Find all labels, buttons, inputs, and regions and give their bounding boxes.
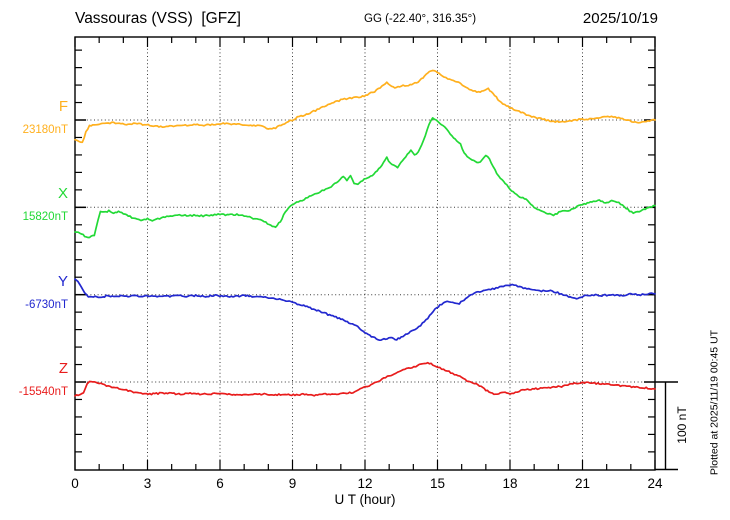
plotted-at-timestamp: Plotted at 2025/11/19 00:45 UT	[708, 329, 721, 476]
x-tick-label-0: 0	[71, 476, 79, 491]
geographic-coordinates: GG (-22.40°, 316.35°)	[364, 13, 477, 25]
x-tick-label-18: 18	[502, 476, 518, 491]
plot-border	[74, 36, 656, 471]
x-tick-label-6: 6	[216, 476, 224, 491]
plot-date: 2025/10/19	[582, 10, 658, 27]
x-tick-label-24: 24	[647, 476, 663, 491]
trace-X	[74, 117, 656, 239]
channel-baseline-value-X: 15820nT	[22, 211, 68, 224]
x-tick-label-3: 3	[143, 476, 152, 491]
channel-baseline-value-Z: -15540nT	[18, 386, 68, 398]
trace-Y	[74, 278, 656, 342]
trace-F	[74, 69, 656, 144]
channel-letter-Z: Z	[58, 360, 68, 377]
channel-letter-Y: Y	[57, 272, 68, 290]
channel-letter-X: X	[57, 185, 68, 203]
trace-Z	[74, 361, 656, 397]
x-axis-label: U T (hour)	[334, 492, 396, 507]
channel-label-Y: Y -6730nT	[6, 273, 68, 312]
x-tick-label-21: 21	[574, 476, 591, 491]
scale-bar-label: 100 nT	[675, 406, 689, 444]
x-tick-label-12: 12	[357, 476, 373, 491]
channel-label-X: X 15820nT	[6, 185, 68, 224]
channel-label-F: F 23180nT	[6, 98, 68, 137]
x-tick-label-15: 15	[429, 476, 446, 491]
channel-letter-F: F	[58, 98, 68, 115]
x-tick-label-9: 9	[288, 476, 297, 491]
channel-baseline-value-F: 23180nT	[22, 124, 68, 136]
page-title: Vassouras (VSS) [GFZ]	[75, 10, 241, 27]
channel-baseline-value-Y: -6730nT	[25, 298, 68, 311]
channel-label-Z: Z -15540nT	[6, 360, 68, 399]
